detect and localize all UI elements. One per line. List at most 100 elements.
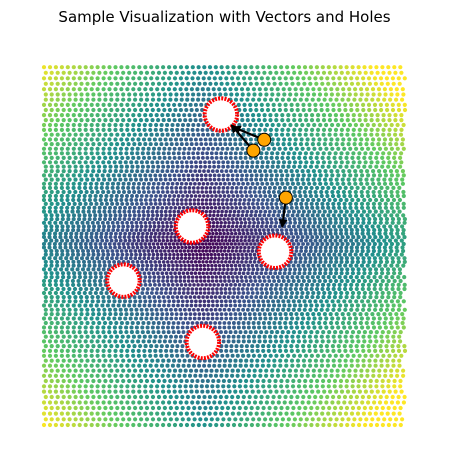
scatter-point [201, 295, 205, 299]
scatter-point [213, 373, 219, 378]
scatter-point [104, 238, 109, 243]
scatter-point [192, 417, 197, 422]
scatter-point [338, 238, 343, 243]
scatter-point [374, 339, 379, 344]
scatter-point [118, 205, 123, 210]
scatter-point [387, 238, 393, 243]
scatter-point [298, 127, 303, 132]
scatter-point [339, 278, 344, 284]
scatter-point [358, 142, 363, 147]
scatter-point [115, 132, 120, 137]
scatter-point [358, 320, 363, 326]
scatter-point [377, 189, 382, 195]
scatter-point [353, 122, 358, 128]
scatter-point [119, 363, 124, 368]
scatter-point [309, 422, 314, 428]
scatter-point [219, 316, 224, 321]
scatter-point [254, 137, 259, 142]
scatter-point [271, 102, 276, 107]
scatter-point [281, 142, 286, 147]
scatter-point [310, 97, 315, 102]
scatter-point [317, 177, 322, 182]
scatter-point [156, 405, 162, 411]
scatter-point [95, 173, 100, 178]
scatter-point [297, 378, 302, 384]
scatter-point [394, 137, 399, 142]
scatter-point [301, 358, 306, 363]
scatter-point [101, 299, 106, 304]
scatter-point [371, 205, 377, 210]
scatter-point [230, 267, 234, 272]
scatter-point [284, 282, 289, 287]
scatter-point [150, 217, 154, 221]
scatter-point [318, 344, 324, 349]
scatter-point [337, 358, 342, 363]
scatter-point [309, 378, 314, 384]
scatter-point [215, 316, 219, 321]
scatter-point [154, 291, 159, 295]
scatter-point [257, 312, 262, 317]
scatter-point [108, 164, 113, 169]
scatter-point [235, 353, 240, 358]
scatter-point [143, 220, 148, 225]
scatter-point [149, 422, 154, 428]
scatter-point [208, 422, 213, 428]
scatter-point [399, 353, 404, 358]
scatter-point [385, 209, 390, 214]
scatter-point [149, 238, 153, 243]
scatter-point [344, 384, 349, 389]
scatter-point [225, 353, 230, 358]
scatter-point [79, 394, 84, 400]
scatter-point [115, 185, 120, 190]
scatter-point [254, 287, 259, 291]
scatter-point [262, 231, 267, 236]
scatter-point [65, 400, 70, 405]
scatter-point [328, 278, 333, 284]
scatter-point [139, 177, 144, 182]
scatter-point [307, 271, 312, 276]
scatter-point [263, 185, 267, 190]
scatter-point [181, 194, 185, 198]
scatter-point [145, 238, 149, 243]
scatter-point [326, 164, 331, 169]
scatter-point [172, 118, 177, 123]
scatter-point [214, 181, 219, 186]
scatter-point [327, 295, 332, 300]
scatter-point [165, 190, 170, 194]
scatter-point [332, 295, 337, 300]
scatter-point [210, 384, 215, 389]
scatter-point [302, 220, 307, 225]
scatter-point [138, 252, 143, 257]
scatter-point [401, 205, 406, 210]
scatter-point [85, 169, 90, 174]
scatter-point [96, 299, 101, 304]
scatter-point [172, 368, 178, 373]
scatter-point [248, 316, 253, 321]
scatter-point [168, 291, 173, 295]
scatter-point [367, 348, 372, 353]
scatter-point [289, 316, 295, 321]
scatter-point [258, 316, 263, 321]
scatter-point [192, 358, 197, 363]
scatter-point [63, 231, 68, 236]
scatter-point [201, 146, 206, 151]
scatter-point [325, 107, 330, 113]
scatter-point [283, 295, 288, 300]
scatter-point [322, 217, 328, 222]
scatter-point [217, 321, 222, 325]
scatter-point [319, 334, 324, 339]
scatter-point [399, 118, 404, 123]
scatter-point [233, 151, 238, 156]
scatter-point [386, 339, 391, 344]
scatter-point [101, 137, 106, 142]
scatter-point [287, 209, 291, 214]
scatter-point [187, 263, 191, 268]
scatter-point [396, 344, 401, 349]
scatter-point [90, 256, 95, 261]
scatter-point [115, 92, 120, 97]
scatter-point [91, 344, 96, 349]
scatter-point [162, 283, 166, 287]
scatter-point [384, 394, 389, 400]
scatter-point [88, 290, 93, 296]
scatter-point [67, 344, 72, 349]
